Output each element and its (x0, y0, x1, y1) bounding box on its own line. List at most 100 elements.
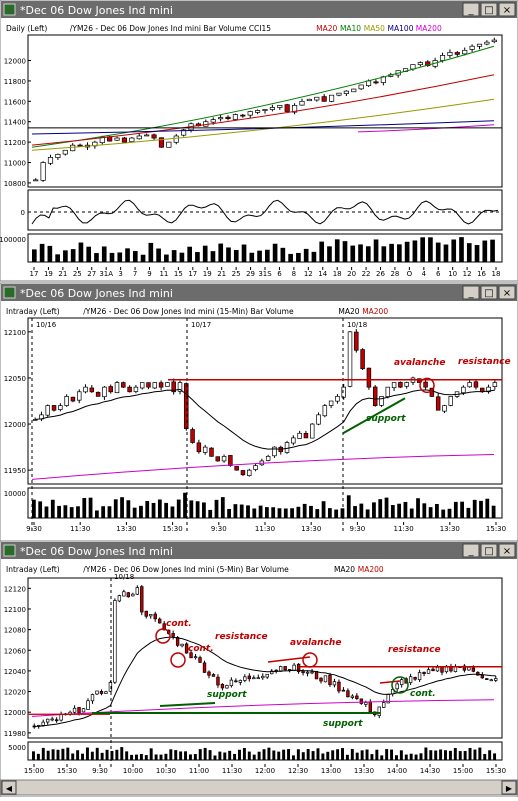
volume-bar (399, 750, 403, 760)
volume-bar (321, 753, 325, 760)
ma20-line (35, 388, 495, 450)
x-tick-label: 11:00 (189, 767, 209, 775)
volume-bar (493, 753, 497, 760)
maximize-button[interactable] (480, 2, 498, 17)
candle-body (41, 721, 45, 726)
cci-zero-label: 0 (21, 209, 25, 217)
volume-bar (247, 751, 251, 760)
candle-body (171, 633, 175, 637)
x-tick-label: 14:00 (387, 767, 407, 775)
volume-bar (345, 754, 349, 760)
close-button[interactable] (498, 2, 516, 17)
scroll-right-button[interactable] (501, 780, 517, 795)
volume-bar (443, 244, 449, 262)
candle-body (395, 683, 399, 690)
x-tick-label: 9:30 (26, 525, 42, 533)
x-tick-label: 3 (118, 270, 122, 278)
candle-body (102, 386, 107, 398)
maximize-button[interactable] (480, 543, 498, 558)
candle-body (144, 134, 150, 137)
close-button[interactable] (498, 285, 516, 300)
session-date-label: 10/17 (191, 321, 211, 329)
volume-bar (32, 499, 36, 518)
volume-bar (189, 500, 194, 518)
volume-bar (36, 753, 40, 760)
candle-body (484, 41, 490, 45)
volume-bar (85, 747, 89, 760)
volume-bar (238, 749, 241, 760)
scroll-left-button[interactable] (1, 780, 17, 795)
volume-bar (218, 751, 222, 760)
support-line (159, 702, 216, 707)
volume-bar (280, 247, 286, 262)
volume-bar (176, 499, 181, 518)
minimize-button-glyph: _ (468, 5, 475, 16)
candle-body (358, 84, 364, 90)
candle-body (305, 671, 310, 674)
minimize-button[interactable] (462, 2, 480, 17)
volume-axis-label: 10000 (4, 490, 26, 498)
candle-body (190, 429, 195, 443)
volume-bar (218, 243, 224, 262)
volume-bar (447, 508, 452, 518)
volume-bar (316, 748, 320, 760)
close-button-glyph: × (503, 546, 511, 557)
candle-body (184, 643, 189, 654)
x-tick-label: 15:30 (486, 767, 506, 775)
candle-body (247, 469, 252, 476)
maximize-button-glyph: □ (484, 546, 493, 557)
x-tick-label: 15:30 (57, 767, 77, 775)
volume-bar (203, 747, 207, 760)
volume-bar (32, 249, 37, 262)
volume-bar (187, 246, 192, 262)
volume-bar (135, 754, 138, 760)
minimize-button[interactable] (462, 543, 480, 558)
session-date-label: 10/18 (347, 321, 367, 329)
candle-body (366, 367, 372, 388)
candle-body (303, 433, 309, 439)
volume-bar (82, 498, 87, 518)
close-button[interactable] (498, 543, 516, 558)
close-button-glyph: × (503, 288, 511, 299)
volume-bar (208, 750, 212, 760)
volume-bar (296, 749, 300, 760)
volume-bar (69, 507, 74, 518)
horizontal-scrollbar[interactable] (0, 779, 518, 796)
volume-bar (334, 509, 339, 518)
candle-body (225, 116, 231, 120)
support-line (342, 397, 406, 435)
volume-bar (459, 237, 464, 262)
candle-body (399, 679, 404, 686)
candle-body (469, 45, 475, 50)
volume-bar (315, 509, 320, 518)
price-panel-border (27, 34, 503, 188)
candle-body (209, 447, 214, 457)
volume-bar (483, 753, 487, 760)
candle-body (442, 405, 447, 412)
minimize-button[interactable] (462, 285, 480, 300)
maximize-button[interactable] (480, 285, 498, 300)
volume-bar (107, 506, 112, 518)
chart-legend-item: MA10 (340, 24, 361, 33)
candle-body (323, 675, 328, 683)
volume-bar (482, 240, 488, 262)
volume-bar (453, 748, 457, 760)
volume-bar (126, 500, 131, 518)
price-panel-border (27, 317, 503, 485)
volume-bar (233, 250, 239, 262)
candle-body (435, 667, 440, 672)
ma-line-ma200 (357, 124, 495, 133)
volume-bar (327, 508, 332, 518)
ma-line-ma20 (31, 74, 495, 146)
volume-bar (381, 246, 387, 262)
volume-bar (56, 749, 60, 760)
volume-bar (277, 508, 282, 518)
volume-bar (474, 245, 480, 262)
candle-body (144, 610, 148, 617)
volume-bar (44, 506, 49, 518)
window-title: *Dec 06 Dow Jones Ind mini (20, 545, 173, 558)
candle-body (350, 695, 355, 698)
candle-body (232, 114, 238, 120)
volume-bar (429, 750, 433, 760)
volume-bar (51, 749, 55, 760)
